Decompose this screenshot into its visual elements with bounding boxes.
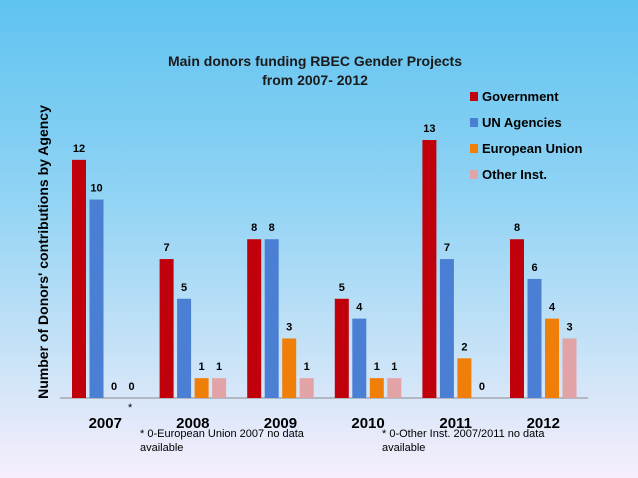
- data-label-2010-other-inst: 1: [391, 361, 397, 373]
- bar-2012-other-inst: [562, 338, 577, 398]
- bar-2010-european-union: [369, 378, 384, 398]
- bar-2008-un-agencies: [177, 298, 192, 398]
- asterisk-annotation: *: [128, 402, 133, 414]
- legend-swatch-other-inst: [470, 170, 478, 179]
- bar-2010-other-inst: [387, 378, 402, 398]
- data-label-2009-un-agencies: 8: [269, 222, 275, 234]
- chart-title-line-2: from 2007- 2012: [262, 72, 368, 88]
- legend-label-other-inst: Other Inst.: [482, 167, 547, 182]
- x-tick-2009: 2009: [264, 415, 297, 432]
- bar-2009-un-agencies: [264, 239, 279, 398]
- bar-2007-government: [72, 159, 86, 398]
- note-eu-line-2: available: [140, 442, 183, 454]
- x-tick-2010: 2010: [351, 415, 384, 432]
- bar-2009-european-union: [282, 338, 297, 398]
- data-label-2007-un-agencies: 10: [90, 183, 102, 195]
- data-label-2009-other-inst: 1: [304, 361, 310, 373]
- x-tick-2011: 2011: [439, 415, 472, 432]
- bar-2009-government: [247, 239, 262, 398]
- bar-2012-un-agencies: [527, 278, 542, 398]
- bar-2011-government: [422, 140, 437, 398]
- legend-swatch-government: [470, 92, 478, 101]
- data-label-2010-government: 5: [339, 282, 345, 294]
- legend-label-un-agencies: UN Agencies: [482, 115, 562, 130]
- bar-2012-government: [510, 239, 524, 398]
- bar-2007-un-agencies: [89, 199, 104, 398]
- bar-2010-un-agencies: [352, 318, 367, 398]
- bar-2008-european-union: [194, 378, 209, 398]
- data-label-2008-government: 7: [164, 242, 170, 254]
- x-tick-2012: 2012: [527, 415, 560, 432]
- data-label-2008-other-inst: 1: [216, 361, 222, 373]
- chart-title-line-1: Main donors funding RBEC Gender Projects: [168, 53, 462, 69]
- legend-swatch-un-agencies: [470, 118, 478, 127]
- data-label-2011-other-inst: 0: [479, 381, 485, 393]
- bar-2008-other-inst: [212, 378, 227, 398]
- bar-2009-other-inst: [299, 378, 314, 398]
- x-tick-labels-group: 2007 2008 2009 2010 2011 2012: [89, 415, 560, 432]
- data-label-2012-un-agencies: 6: [531, 262, 537, 274]
- note-other-line-1: * 0-Other Inst. 2007/2011 no data: [382, 428, 545, 440]
- data-label-2007-european-union: 0: [111, 381, 117, 393]
- data-label-2008-un-agencies: 5: [181, 282, 187, 294]
- note-other-line-2: available: [382, 442, 425, 454]
- data-label-2012-european-union: 4: [549, 302, 556, 314]
- legend-label-government: Government: [482, 89, 559, 104]
- x-tick-2008: 2008: [176, 415, 209, 432]
- y-axis-label: Number of Donors' contributions by Agenc…: [35, 105, 51, 399]
- data-label-2007-other-inst: 0: [128, 381, 134, 393]
- legend-label-european-union: European Union: [482, 141, 582, 156]
- bar-2011-european-union: [457, 358, 472, 398]
- data-label-2008-european-union: 1: [199, 361, 205, 373]
- data-label-2011-european-union: 2: [461, 341, 467, 353]
- legend-swatch-european-union: [470, 144, 478, 153]
- note-eu-line-1: * 0-European Union 2007 no data: [140, 428, 305, 440]
- data-label-2010-european-union: 1: [374, 361, 380, 373]
- data-label-2009-european-union: 3: [286, 321, 292, 333]
- legend: Government UN Agencies European Union Other…: [470, 89, 582, 182]
- data-label-2011-government: 13: [423, 123, 435, 135]
- data-label-2011-un-agencies: 7: [444, 242, 450, 254]
- bar-2011-un-agencies: [439, 259, 454, 398]
- data-label-2007-government: 12: [73, 143, 85, 155]
- data-label-2010-un-agencies: 4: [356, 302, 363, 314]
- bar-2008-government: [159, 259, 174, 398]
- data-label-2012-government: 8: [514, 222, 520, 234]
- x-tick-2007: 2007: [89, 415, 122, 432]
- bar-2012-european-union: [545, 318, 559, 398]
- bars-group: [72, 140, 577, 398]
- data-label-2012-other-inst: 3: [566, 321, 572, 333]
- data-label-2009-government: 8: [251, 222, 257, 234]
- bar-2010-government: [334, 298, 349, 398]
